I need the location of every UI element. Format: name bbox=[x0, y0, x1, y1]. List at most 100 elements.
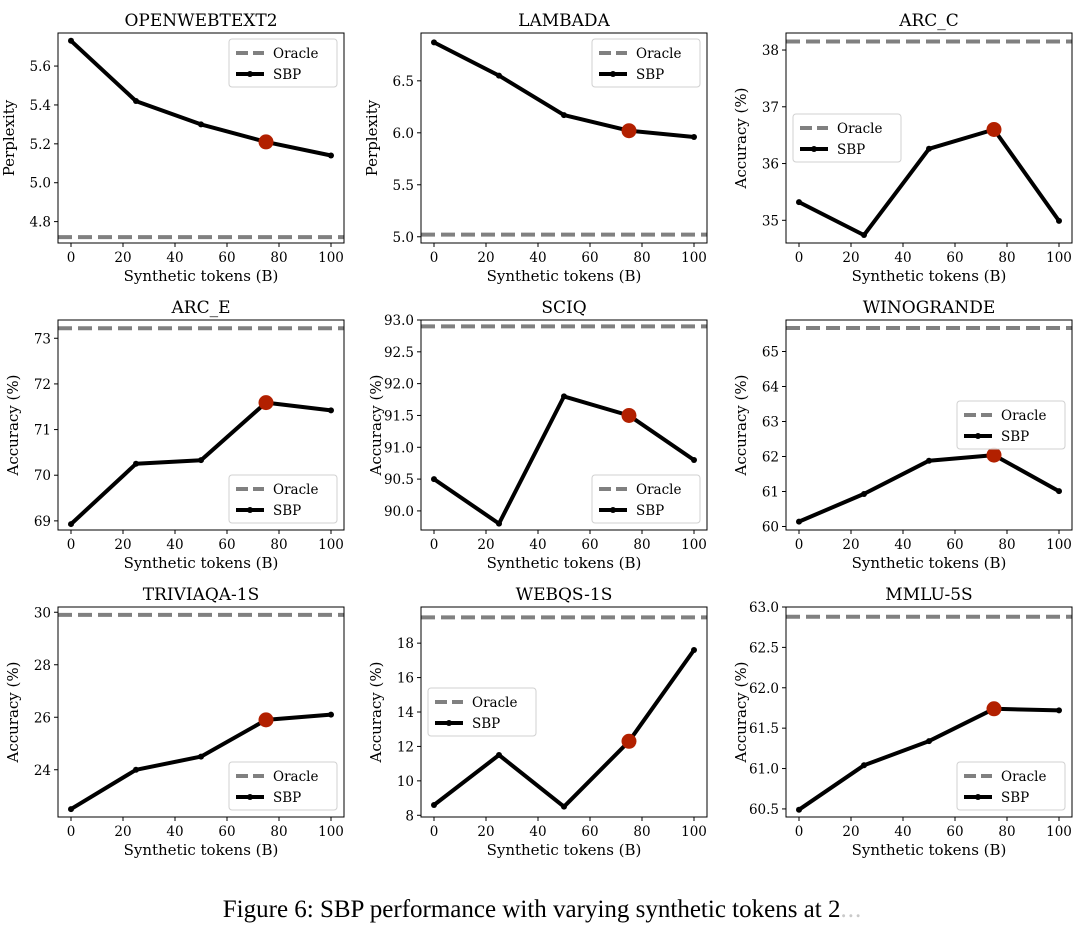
sbp-point bbox=[133, 766, 139, 773]
x-tick-label: 40 bbox=[894, 250, 911, 266]
y-tick-label: 61 bbox=[762, 485, 779, 501]
y-tick-label: 70 bbox=[34, 468, 51, 484]
y-axis-label: Accuracy (%) bbox=[367, 661, 385, 763]
x-tick-label: 60 bbox=[946, 537, 963, 553]
axes-frame bbox=[785, 32, 1073, 244]
x-tick-label: 100 bbox=[318, 537, 344, 553]
subplot-triviaqa-1s: TRIVIAQA-1S 0 20 40 60 80 100 24 26 28 30 Synthetic… bbox=[4, 585, 345, 859]
y-tick-label: 64 bbox=[762, 380, 779, 396]
legend-sbp-label: SBP bbox=[1001, 790, 1029, 806]
chart-title: TRIVIAQA-1S bbox=[143, 585, 260, 605]
sbp-point bbox=[198, 753, 204, 760]
x-tick-label: 80 bbox=[270, 250, 287, 266]
y-tick-label: 63.0 bbox=[749, 600, 779, 616]
sbp-point bbox=[691, 457, 697, 463]
legend-sbp-label: SBP bbox=[837, 142, 865, 158]
legend-sbp-marker bbox=[247, 71, 253, 77]
caption-text: Figure 6: SBP performance with varying s… bbox=[222, 896, 841, 923]
legend-oracle-label: Oracle bbox=[1001, 769, 1046, 785]
sbp-point bbox=[496, 72, 502, 79]
x-tick-label: 60 bbox=[218, 250, 235, 266]
legend: Oracle SBP bbox=[591, 38, 701, 88]
x-tick-label: 100 bbox=[681, 824, 707, 840]
x-tick-label: 20 bbox=[842, 537, 859, 553]
x-tick-label: 60 bbox=[218, 537, 235, 553]
x-axis-label: Synthetic tokens (B) bbox=[124, 554, 279, 572]
x-tick-label: 40 bbox=[166, 824, 183, 840]
y-tick-label: 26 bbox=[34, 710, 51, 726]
x-tick-label: 100 bbox=[318, 824, 344, 840]
y-tick-label: 92.0 bbox=[384, 377, 414, 393]
legend: Oracle SBP bbox=[427, 687, 537, 737]
sbp-point bbox=[861, 762, 867, 769]
legend-sbp-label: SBP bbox=[273, 790, 301, 806]
sbp-point bbox=[861, 490, 867, 497]
caption-cutoff: ... bbox=[840, 896, 863, 923]
sbp-point bbox=[1056, 488, 1062, 495]
legend-sbp-marker bbox=[610, 71, 616, 77]
y-tick-label: 90.0 bbox=[384, 504, 414, 520]
legend: Oracle SBP bbox=[228, 38, 338, 88]
sbp-point bbox=[198, 121, 204, 128]
sbp-point bbox=[796, 806, 802, 813]
x-tick-label: 0 bbox=[795, 824, 804, 840]
legend: Oracle SBP bbox=[956, 761, 1066, 811]
legend-sbp-label: SBP bbox=[273, 503, 301, 519]
x-tick-label: 80 bbox=[633, 824, 650, 840]
legend-oracle-label: Oracle bbox=[273, 482, 318, 498]
sbp-point bbox=[1056, 217, 1062, 224]
y-tick-label: 69 bbox=[34, 514, 51, 530]
x-axis-label: Synthetic tokens (B) bbox=[487, 841, 642, 859]
y-tick-label: 63 bbox=[762, 415, 779, 431]
x-tick-label: 60 bbox=[218, 824, 235, 840]
highlight-point bbox=[258, 134, 274, 150]
sbp-point bbox=[561, 393, 567, 400]
x-tick-label: 0 bbox=[430, 824, 439, 840]
y-tick-label: 35 bbox=[762, 213, 779, 229]
y-tick-label: 6.5 bbox=[393, 74, 414, 90]
x-tick-label: 100 bbox=[1046, 250, 1072, 266]
legend-sbp-label: SBP bbox=[273, 67, 301, 83]
sbp-point bbox=[1056, 707, 1062, 714]
sbp-point bbox=[861, 232, 867, 239]
legend-sbp-marker bbox=[610, 507, 616, 513]
x-tick-label: 0 bbox=[67, 824, 76, 840]
x-axis-label: Synthetic tokens (B) bbox=[124, 267, 279, 285]
y-tick-label: 16 bbox=[397, 671, 414, 687]
subplot-winogrande: WINOGRANDE 0 20 40 60 80 100 60 61 62 63 64 65 Synthe… bbox=[732, 298, 1073, 572]
sbp-point bbox=[796, 199, 802, 206]
y-tick-label: 60 bbox=[762, 520, 779, 536]
legend-sbp-marker bbox=[446, 720, 452, 726]
sbp-point bbox=[691, 133, 697, 140]
x-axis-label: Synthetic tokens (B) bbox=[487, 554, 642, 572]
x-tick-label: 60 bbox=[581, 537, 598, 553]
x-tick-label: 40 bbox=[166, 250, 183, 266]
axes-frame bbox=[57, 32, 345, 244]
x-tick-label: 80 bbox=[998, 824, 1015, 840]
x-tick-label: 60 bbox=[946, 250, 963, 266]
x-tick-label: 0 bbox=[430, 537, 439, 553]
subplot-arc-c: ARC_C 0 20 40 60 80 100 35 36 37 38 Synthetic token… bbox=[732, 11, 1073, 285]
x-tick-label: 40 bbox=[894, 537, 911, 553]
y-tick-label: 92.5 bbox=[384, 345, 414, 361]
legend-sbp-marker bbox=[247, 794, 253, 800]
legend-sbp-label: SBP bbox=[1001, 429, 1029, 445]
y-tick-label: 36 bbox=[762, 157, 779, 173]
chart-title: ARC_C bbox=[898, 11, 959, 31]
sbp-point bbox=[133, 98, 139, 105]
axes-frame bbox=[420, 606, 708, 818]
x-tick-label: 0 bbox=[430, 250, 439, 266]
y-tick-label: 61.0 bbox=[749, 762, 779, 778]
y-tick-label: 24 bbox=[34, 763, 51, 779]
highlight-point bbox=[258, 712, 274, 728]
y-axis-label: Accuracy (%) bbox=[367, 374, 385, 476]
x-tick-label: 40 bbox=[529, 824, 546, 840]
y-tick-label: 30 bbox=[34, 605, 51, 621]
x-tick-label: 0 bbox=[67, 250, 76, 266]
x-tick-label: 0 bbox=[67, 537, 76, 553]
highlight-point bbox=[986, 121, 1002, 137]
highlight-point bbox=[621, 123, 637, 139]
x-tick-label: 80 bbox=[998, 250, 1015, 266]
sbp-point bbox=[561, 112, 567, 119]
y-tick-label: 14 bbox=[397, 705, 414, 721]
